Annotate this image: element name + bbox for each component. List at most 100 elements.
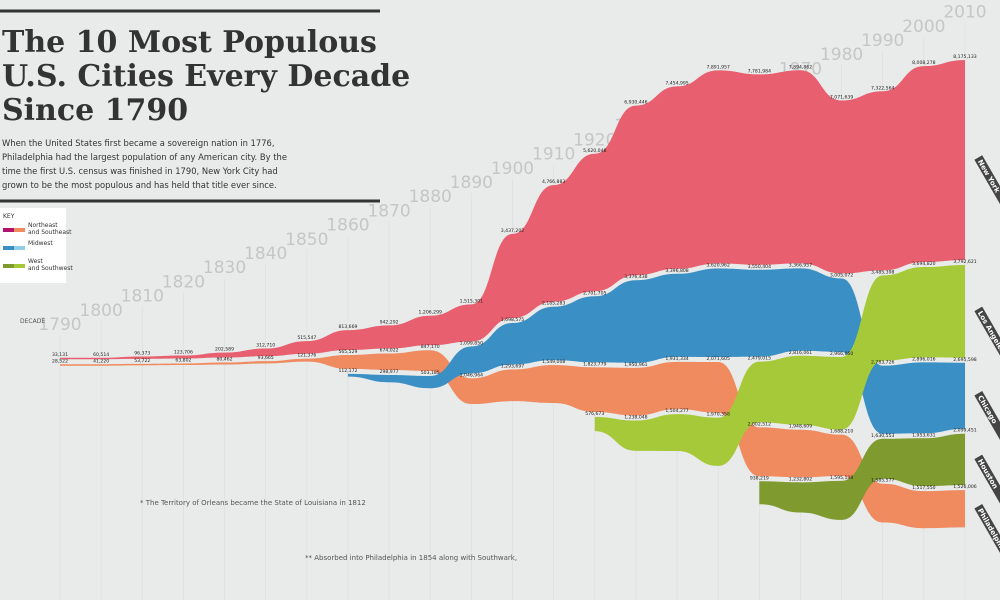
value-label: 33,131 — [52, 352, 68, 358]
title: Since 1790 — [2, 93, 188, 128]
value-label: 7,322,564 — [871, 85, 894, 91]
value-label: 6,930,446 — [624, 100, 647, 106]
key-swatch — [14, 264, 25, 268]
value-label: 1,549,008 — [542, 359, 565, 365]
decade-label: 1910 — [532, 145, 575, 165]
decade-label: 1920 — [573, 130, 616, 150]
value-label: 1,232,802 — [789, 476, 812, 482]
decade-label: 1820 — [162, 272, 205, 292]
value-label: 1,823,779 — [583, 361, 606, 367]
value-label: 5,620,048 — [583, 148, 606, 154]
value-label: 2,783,726 — [871, 360, 894, 366]
decade-label: 2010 — [943, 3, 986, 23]
value-label: 8,008,278 — [912, 60, 935, 66]
value-label: 3,437,202 — [501, 228, 524, 234]
value-label: 7,781,984 — [748, 68, 771, 74]
description: time the first U.S. census was finished … — [2, 166, 278, 176]
value-label: 576,673 — [585, 411, 604, 417]
decade-label: 1990 — [861, 31, 904, 51]
value-label: 1,526,006 — [953, 484, 976, 490]
value-label: 1,585,577 — [871, 478, 894, 484]
value-label: 515,547 — [297, 335, 316, 341]
decade-label: 1850 — [285, 230, 328, 250]
value-label: 3,694,820 — [912, 261, 935, 267]
decade-label: 1790 — [38, 315, 81, 335]
key: KEY Northeast and Southeast Midwest West and… — [0, 208, 73, 283]
footnote: * The Territory of Orleans became the St… — [140, 499, 366, 507]
key-swatch — [14, 228, 25, 232]
value-label: 2,002,512 — [748, 421, 771, 427]
value-label: 7,891,957 — [706, 64, 729, 70]
value-label: 4,766,883 — [542, 179, 565, 185]
decade-label: 1810 — [121, 287, 164, 307]
value-label: 7,894,862 — [789, 64, 812, 70]
value-label: 93,665 — [258, 355, 274, 361]
value-label: 1,595,138 — [830, 475, 853, 481]
title: U.S. Cities Every Decade — [2, 59, 410, 94]
value-labels: 33,131 60,514 96,373 123,706 202,589 312,710 5… — [52, 54, 977, 491]
value-label: 1,630,553 — [871, 433, 894, 439]
value-label: 2,071,605 — [706, 356, 729, 362]
value-label: 2,816,061 — [789, 350, 812, 356]
value-label: 28,522 — [52, 358, 68, 364]
value-label: 2,479,015 — [748, 356, 771, 362]
value-label: 1,504,277 — [665, 408, 688, 414]
value-label: 63,802 — [175, 357, 191, 363]
axis-label: DECADE — [20, 318, 45, 325]
city-ribbon — [347, 268, 965, 434]
decade-label: 1980 — [820, 45, 863, 65]
description: Philadelphia had the largest population … — [2, 152, 287, 162]
value-label: 674,022 — [380, 347, 399, 353]
value-label: 847,170 — [421, 344, 440, 350]
key-label: Northeast and Southeast — [28, 222, 72, 236]
value-label: 503,185 — [421, 370, 440, 376]
value-label: 942,292 — [380, 319, 399, 325]
value-label: 3,550,404 — [748, 264, 771, 270]
value-label: 8,175,133 — [953, 54, 976, 60]
title-panel — [0, 0, 382, 203]
key-title: KEY — [3, 213, 15, 220]
value-label: 7,071,639 — [830, 94, 853, 100]
value-label: 121,376 — [297, 353, 316, 359]
key-swatch — [3, 246, 14, 250]
key-swatch — [14, 246, 25, 250]
decade-label: 1860 — [326, 216, 369, 236]
value-label: 53,722 — [134, 358, 150, 364]
decade-label: 1800 — [80, 301, 123, 321]
value-label: 2,695,598 — [953, 357, 976, 363]
value-label: 1,515,301 — [460, 298, 483, 304]
value-label: 3,005,072 — [830, 272, 853, 278]
value-label: 96,373 — [134, 350, 150, 356]
decade-label: 1900 — [491, 159, 534, 179]
key-swatch — [3, 264, 14, 268]
description: When the United States first became a so… — [2, 138, 275, 148]
value-label: 112,172 — [338, 368, 357, 374]
value-label: 1,238,048 — [624, 415, 647, 421]
value-label: 1,688,210 — [830, 429, 853, 435]
value-label: 1,099,850 — [460, 340, 483, 346]
value-label: 1,953,631 — [912, 432, 935, 438]
value-label: 41,220 — [93, 358, 109, 364]
value-label: 1,948,609 — [789, 424, 812, 430]
value-label: 2,099,451 — [953, 428, 976, 434]
city-ribbon — [594, 265, 965, 466]
value-label: 1,046,964 — [460, 372, 483, 378]
key-label: Midwest — [28, 240, 53, 247]
decade-label: 1890 — [450, 173, 493, 193]
ribbons — [60, 60, 965, 529]
value-label: 2,185,283 — [542, 301, 565, 307]
value-label: 60,514 — [93, 352, 109, 358]
value-label: 3,792,621 — [953, 259, 976, 265]
value-label: 565,529 — [338, 349, 357, 355]
value-label: 123,706 — [174, 349, 193, 355]
decade-label: 2000 — [902, 17, 945, 37]
value-label: 3,485,398 — [871, 269, 894, 275]
value-label: 298,977 — [380, 369, 399, 375]
value-label: 2,896,016 — [912, 356, 935, 362]
key-swatch — [3, 228, 14, 232]
key-box — [0, 208, 66, 283]
city-ribbon — [60, 60, 965, 360]
value-label: 1,698,575 — [501, 317, 524, 323]
value-label: 202,589 — [215, 347, 234, 353]
